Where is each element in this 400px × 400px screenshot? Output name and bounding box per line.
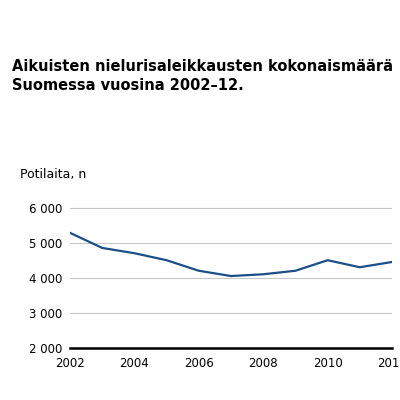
Text: Potilaita, n: Potilaita, n [20, 168, 86, 180]
Text: KUVIO 1.: KUVIO 1. [10, 10, 79, 24]
Text: Aikuisten nielurisaleikkausten kokonaismäärä
Suomessa vuosina 2002–12.: Aikuisten nielurisaleikkausten kokonaism… [12, 59, 393, 93]
